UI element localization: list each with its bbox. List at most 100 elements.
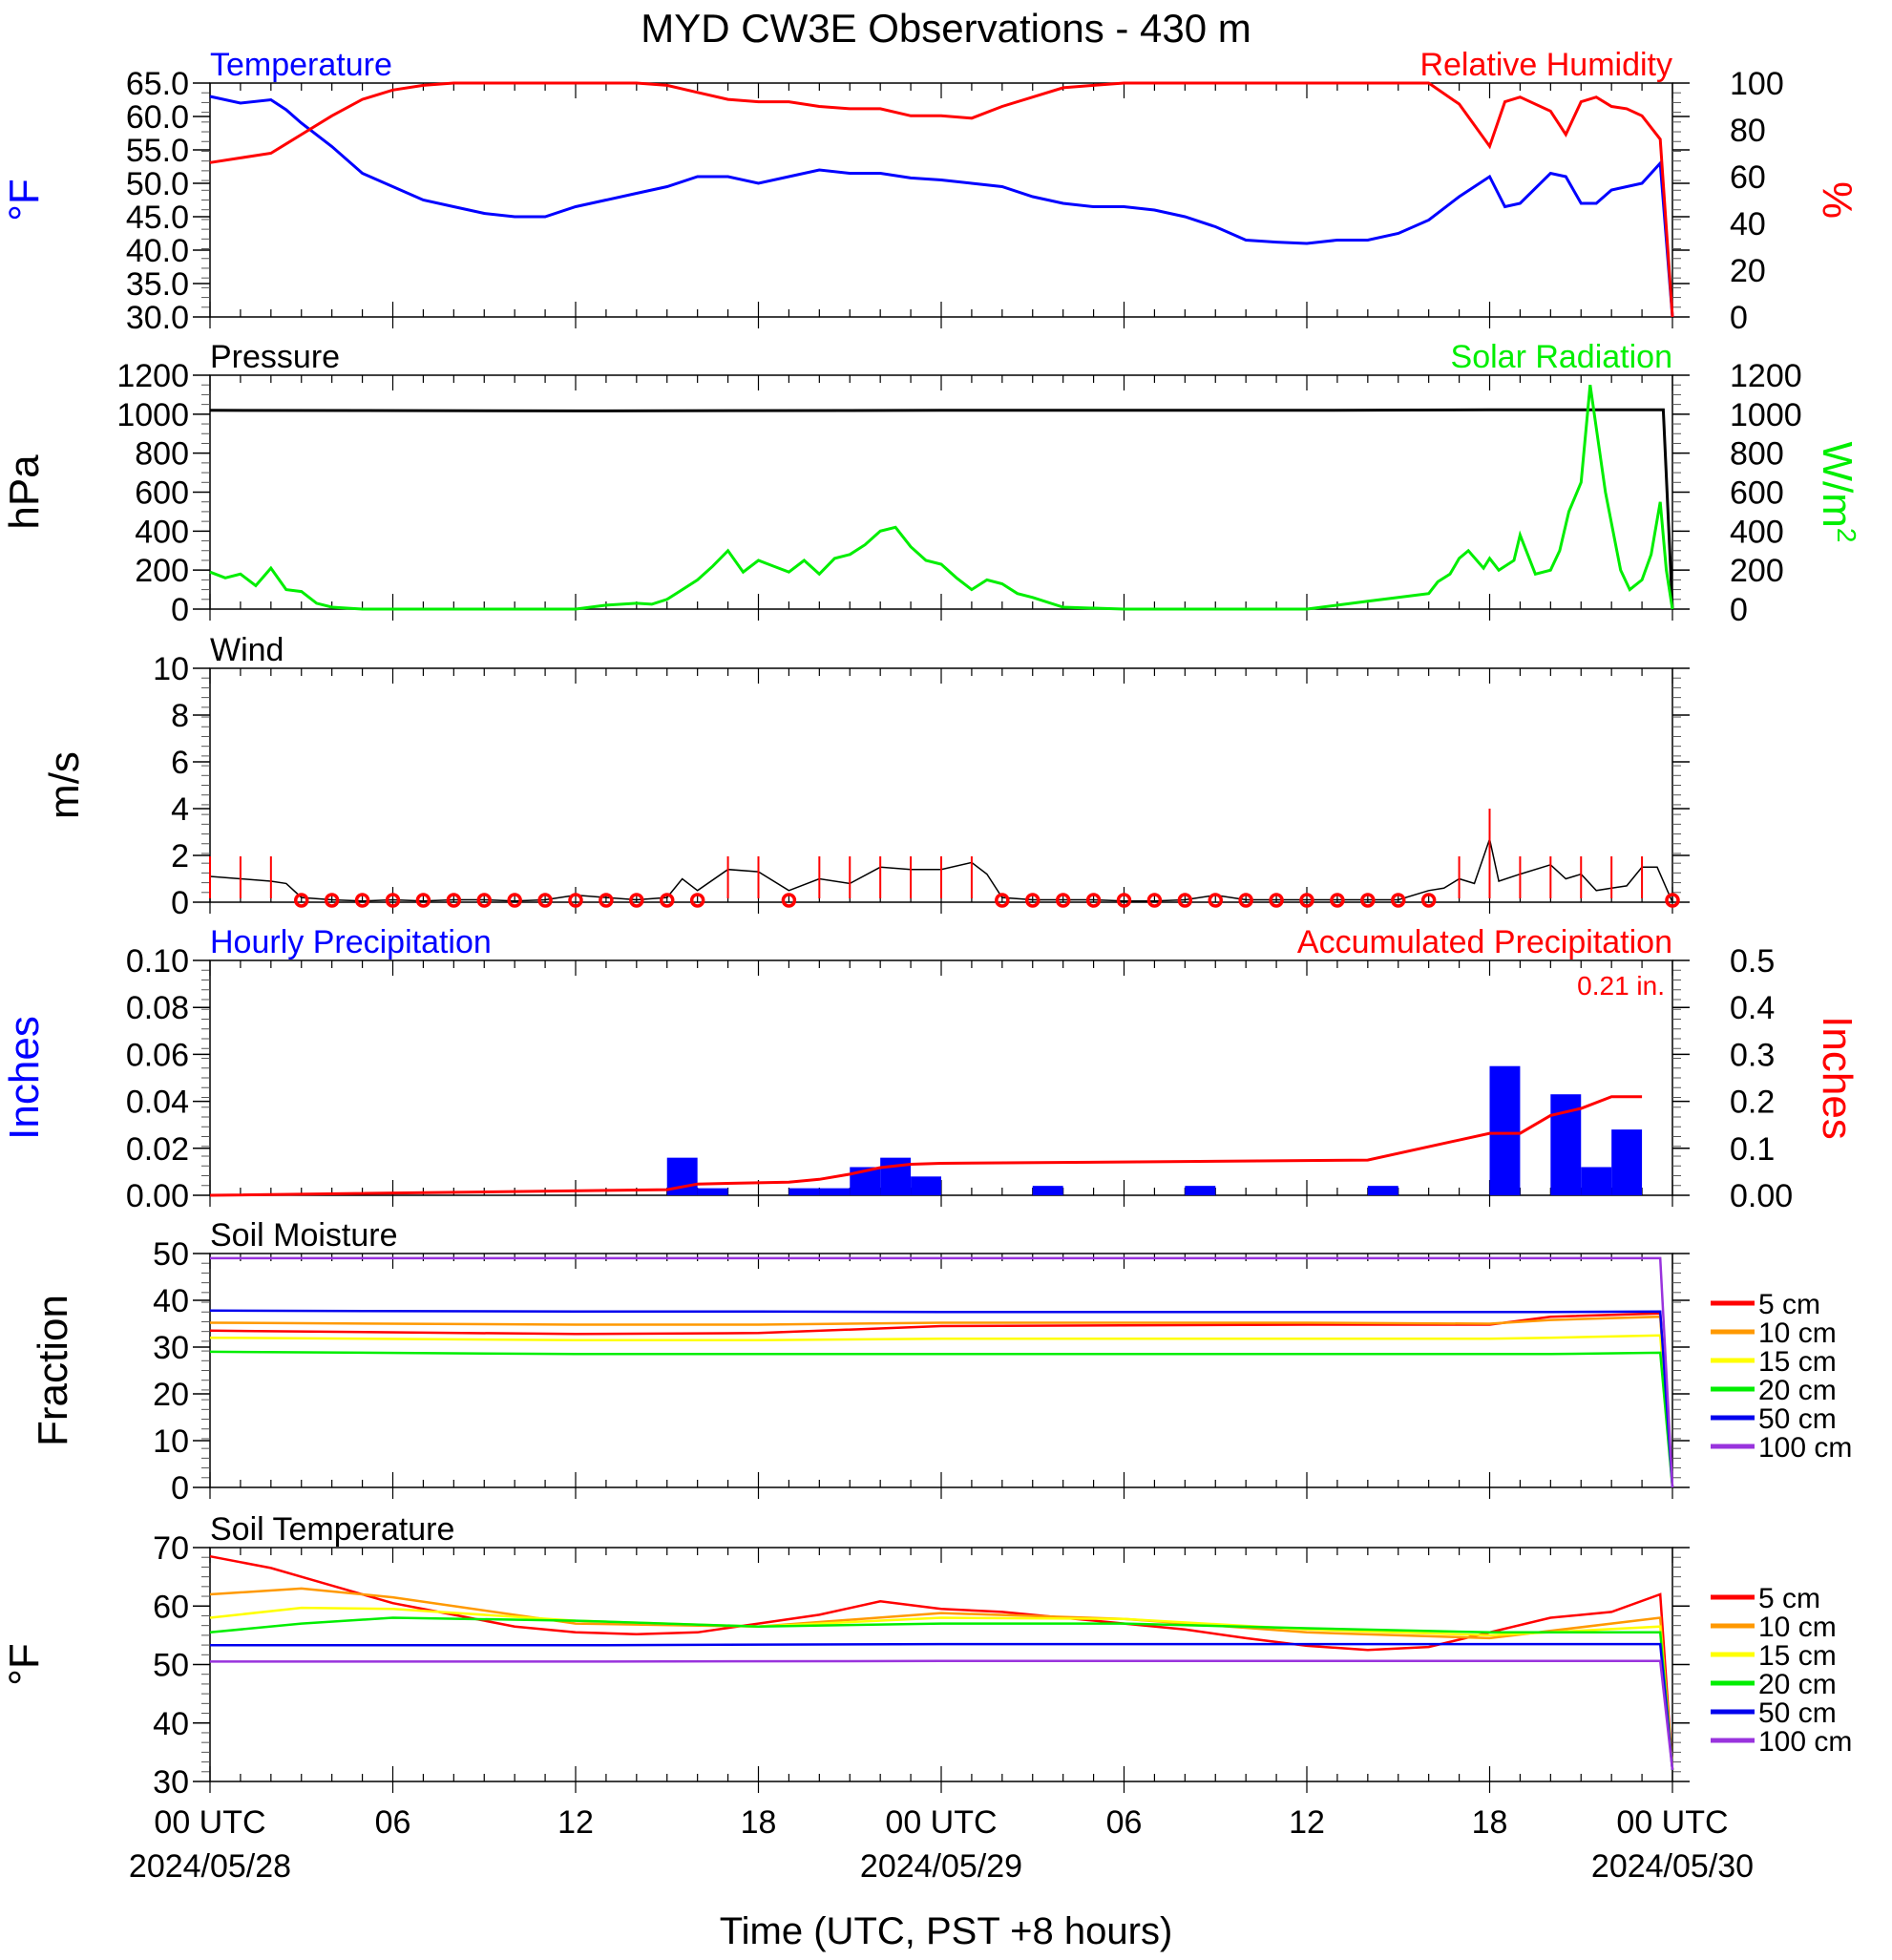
series-line-solar-radiation: [209, 384, 1674, 611]
y-tick-label: 600: [135, 475, 189, 512]
x-tick-label: 00 UTC: [1616, 1804, 1728, 1841]
y-tick-label: 10: [153, 1423, 189, 1460]
y2-tick-label: 0.2: [1730, 1085, 1775, 1121]
y-tick-label: 0: [171, 592, 189, 628]
y-tick-label: 1200: [116, 358, 189, 394]
x-tick-label: 00 UTC: [885, 1804, 997, 1841]
y2-tick-label: 200: [1730, 553, 1784, 589]
wind-calm-marker: [599, 893, 614, 908]
legend-label: 15 cm: [1758, 1640, 1837, 1672]
panel-temp_rh: 30.035.040.045.050.055.060.065.0 0 20 40 60 8…: [1, 47, 1860, 336]
wind-calm-marker: [385, 893, 401, 908]
y2-tick-label: 20: [1730, 253, 1766, 289]
y-tick-label: 70: [153, 1530, 189, 1567]
y-tick-label: 6: [171, 745, 189, 781]
y-tick-label: 40: [153, 1283, 189, 1319]
y-tick-label: 50: [153, 1648, 189, 1684]
x-tick-label: 06: [1106, 1804, 1143, 1841]
wind-calm-marker: [1299, 893, 1314, 908]
wind-calm-marker: [689, 893, 705, 908]
y-tick-label: 0.08: [126, 990, 189, 1026]
legend-label: 100 cm: [1758, 1432, 1852, 1464]
y-tick-label: 0.00: [126, 1178, 189, 1214]
y-tick-label: 200: [135, 553, 189, 589]
hourly-precip-bar: [1185, 1186, 1216, 1195]
y-tick-label: 55.0: [126, 133, 189, 169]
y-tick-label: 30: [153, 1764, 189, 1801]
x-tick-label: 06: [375, 1804, 411, 1841]
y-tick-label: 2: [171, 838, 189, 875]
wind-calm-marker: [1360, 893, 1376, 908]
hourly-precip-bar: [1611, 1129, 1643, 1195]
x-tick-label: 00 UTC: [154, 1804, 265, 1841]
series-line-10cm: [209, 1315, 1674, 1488]
legend-label: 50 cm: [1758, 1697, 1837, 1729]
legend-label: 20 cm: [1758, 1375, 1837, 1406]
x-tick-label: 12: [557, 1804, 594, 1841]
wind-calm-marker: [1269, 893, 1284, 908]
series-line-temperature: [209, 95, 1674, 318]
hourly-precip-bar: [1367, 1186, 1398, 1195]
y2-tick-label: 60: [1730, 159, 1766, 196]
series-line-5cm: [209, 1312, 1674, 1488]
y-tick-label: 40: [153, 1706, 189, 1742]
y-axis-label: hPa: [1, 454, 48, 530]
wind-calm-marker: [1055, 893, 1071, 908]
y-tick-label: 65.0: [126, 66, 189, 102]
y-axis-label: °F: [1, 1643, 48, 1685]
y-tick-label: 1000: [116, 397, 189, 433]
wind-calm-marker: [446, 893, 462, 908]
wind-calm-marker: [1208, 893, 1223, 908]
y-axis-label: Fraction: [30, 1295, 76, 1446]
y-tick-label: 35.0: [126, 266, 189, 303]
y2-tick-label: 0: [1730, 592, 1748, 628]
y2-tick-label: 400: [1730, 514, 1784, 550]
series-line-pressure: [209, 408, 1674, 610]
y-tick-label: 10: [153, 651, 189, 687]
plot-frame: [209, 959, 1673, 1196]
y-tick-label: 45.0: [126, 200, 189, 236]
wind-calm-marker: [1238, 893, 1253, 908]
y-axis-label: m/s: [41, 751, 88, 819]
y-tick-label: 0.10: [126, 943, 189, 980]
series-line-50cm: [210, 1642, 1674, 1770]
series-line-50cm: [209, 1309, 1674, 1488]
wind-calm-marker: [568, 893, 583, 908]
wind-calm-marker: [537, 893, 553, 908]
wind-calm-marker: [1025, 893, 1041, 908]
y-tick-label: 40.0: [126, 233, 189, 269]
hourly-precip-bar: [1489, 1065, 1521, 1195]
y-tick-label: 30.0: [126, 300, 189, 336]
y2-tick-label: 0.1: [1730, 1131, 1775, 1168]
series-line-20cm: [209, 1350, 1674, 1488]
y2-tick-label: 600: [1730, 475, 1784, 512]
wind-calm-marker: [507, 893, 522, 908]
y2-tick-label: 1000: [1730, 397, 1802, 433]
y2-axis-label: Inches: [1814, 1016, 1860, 1140]
panel-right-title: Solar Radiation: [1451, 339, 1672, 375]
y-tick-label: 60: [153, 1589, 189, 1625]
plot-frame: [209, 1547, 1673, 1782]
legend-label: 20 cm: [1758, 1669, 1837, 1700]
legend-label: 10 cm: [1758, 1317, 1837, 1349]
legend-label: 5 cm: [1758, 1583, 1820, 1614]
y-tick-label: 0: [171, 1470, 189, 1507]
hourly-precip-bar: [911, 1176, 941, 1195]
hourly-precip-bar: [1032, 1186, 1063, 1195]
y2-tick-label: 800: [1730, 436, 1784, 473]
series-line-wind: [209, 836, 1673, 903]
panel-left-title: Soil Temperature: [210, 1511, 454, 1548]
accumulated-precip-line: [209, 1095, 1643, 1197]
wind-calm-marker: [1177, 893, 1193, 908]
wind-calm-marker: [1391, 893, 1406, 908]
y2-axis-label: %: [1814, 181, 1860, 219]
y-tick-label: 800: [135, 436, 189, 473]
hourly-precip-bar: [1581, 1167, 1612, 1195]
wind-calm-marker: [354, 893, 370, 908]
y-tick-label: 20: [153, 1377, 189, 1413]
